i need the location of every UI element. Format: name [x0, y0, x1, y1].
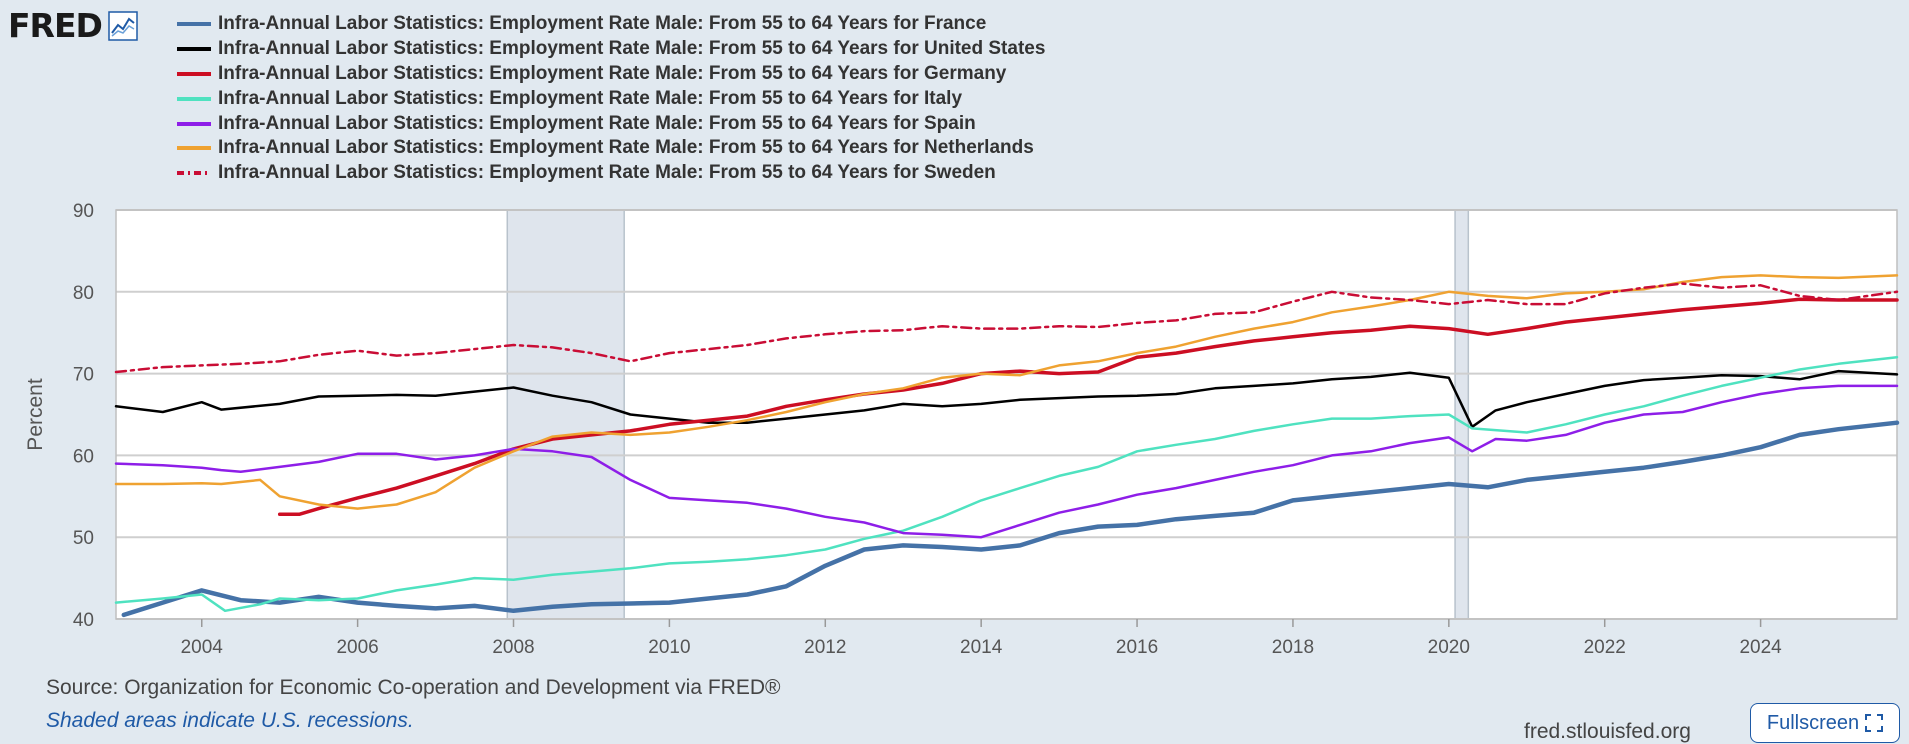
- series-line-6: [114, 282, 1899, 374]
- chart-legend: Infra-Annual Labor Statistics: Employmen…: [176, 12, 1045, 186]
- site-domain: fred.stlouisfed.org: [1524, 720, 1691, 743]
- x-tick-label: 2018: [1272, 637, 1314, 658]
- series-line-4: [114, 384, 1899, 539]
- legend-label: Infra-Annual Labor Statistics: Employmen…: [218, 137, 1034, 159]
- plot-border: [115, 209, 1898, 620]
- y-tick-label: 90: [73, 201, 94, 222]
- y-tick-label: 40: [73, 610, 94, 631]
- y-tick-label: 60: [73, 446, 94, 467]
- x-tick-label: 2008: [492, 637, 534, 658]
- x-tick-label: 2014: [960, 637, 1003, 658]
- legend-swatch: [177, 71, 211, 76]
- x-tick-label: 2006: [336, 637, 378, 658]
- legend-swatch: [177, 47, 211, 52]
- logo-text: FRED: [8, 6, 103, 45]
- legend-item-6[interactable]: Infra-Annual Labor Statistics: Employmen…: [176, 161, 1045, 186]
- y-tick-label: 50: [73, 528, 94, 549]
- x-tick-label: 2020: [1428, 637, 1470, 658]
- legend-swatch: [177, 146, 211, 151]
- series-line-5: [114, 274, 1899, 510]
- y-tick-label: 80: [73, 283, 94, 304]
- x-tick-label: 2016: [1116, 637, 1158, 658]
- legend-swatch: [177, 22, 211, 27]
- line-chart-icon: [108, 10, 138, 41]
- fullscreen-button[interactable]: Fullscreen: [1750, 703, 1900, 743]
- legend-label: Infra-Annual Labor Statistics: Employmen…: [218, 162, 996, 184]
- chart-header: FRED Infra-Annual Labor Statistics: Empl…: [8, 6, 1208, 192]
- legend-label: Infra-Annual Labor Statistics: Employmen…: [218, 87, 963, 109]
- x-tick-label: 2012: [804, 637, 846, 658]
- legend-label: Infra-Annual Labor Statistics: Employmen…: [218, 13, 987, 35]
- fred-logo[interactable]: FRED: [8, 6, 138, 45]
- legend-label: Infra-Annual Labor Statistics: Employmen…: [218, 112, 976, 134]
- fullscreen-label: Fullscreen: [1766, 711, 1860, 734]
- y-tick-label: 70: [73, 365, 94, 386]
- legend-swatch: [177, 121, 211, 126]
- series-line-1: [114, 369, 1899, 429]
- x-tick-label: 2004: [181, 637, 224, 658]
- legend-item-5[interactable]: Infra-Annual Labor Statistics: Employmen…: [176, 136, 1045, 161]
- y-axis-label: Percent: [24, 378, 47, 451]
- x-tick-label: 2024: [1739, 637, 1782, 658]
- legend-swatch: [177, 96, 211, 101]
- recession-band-0: [506, 209, 625, 620]
- series-line-3: [114, 355, 1899, 613]
- legend-item-1[interactable]: Infra-Annual Labor Statistics: Employmen…: [176, 37, 1045, 62]
- legend-item-0[interactable]: Infra-Annual Labor Statistics: Employmen…: [176, 12, 1045, 37]
- recession-note: Shaded areas indicate U.S. recessions.: [46, 709, 414, 732]
- plot-area: [116, 210, 1897, 619]
- legend-label: Infra-Annual Labor Statistics: Employmen…: [218, 62, 1007, 84]
- legend-item-3[interactable]: Infra-Annual Labor Statistics: Employmen…: [176, 86, 1045, 111]
- legend-label: Infra-Annual Labor Statistics: Employmen…: [218, 38, 1046, 60]
- legend-item-4[interactable]: Infra-Annual Labor Statistics: Employmen…: [176, 111, 1045, 136]
- expand-icon: [1865, 714, 1884, 732]
- x-tick-label: 2010: [648, 637, 690, 658]
- legend-swatch: [177, 171, 211, 176]
- x-tick-label: 2022: [1584, 637, 1626, 658]
- source-note: Source: Organization for Economic Co-ope…: [46, 676, 781, 699]
- series-line-0: [121, 420, 1900, 618]
- legend-item-2[interactable]: Infra-Annual Labor Statistics: Employmen…: [176, 62, 1045, 87]
